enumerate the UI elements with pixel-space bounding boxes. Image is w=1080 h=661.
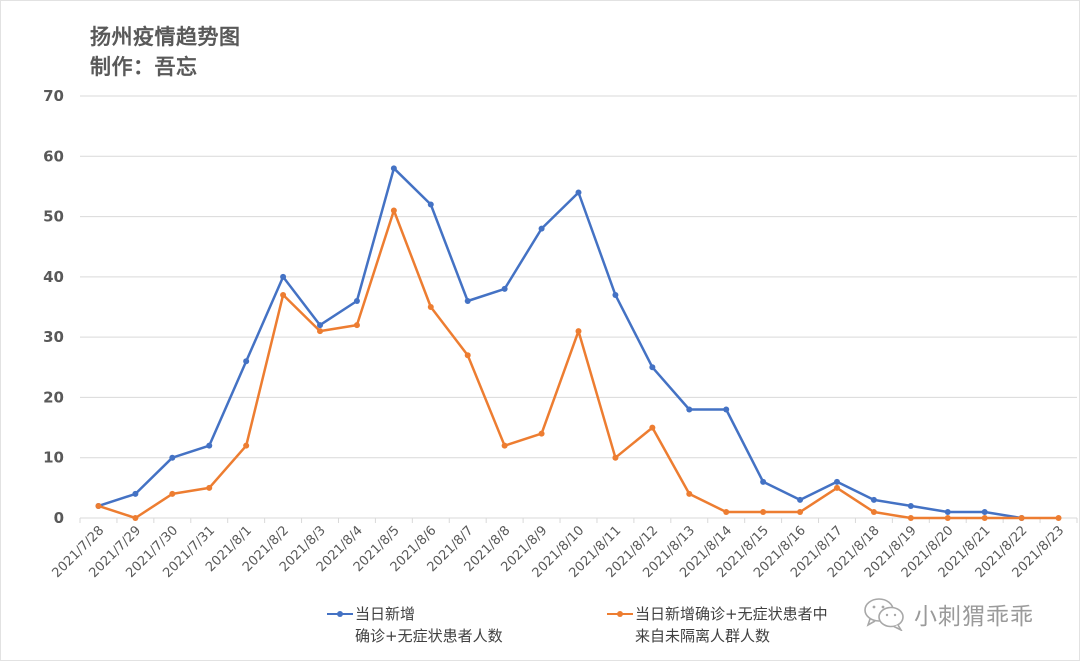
data-point[interactable] <box>353 322 360 329</box>
watermark-text: 小刺猬乖乖 <box>914 604 1034 630</box>
series-unquarantined-cases <box>95 207 1062 521</box>
data-point[interactable] <box>612 291 619 298</box>
data-point[interactable] <box>1018 515 1025 521</box>
watermark: 小刺猬乖乖 <box>862 594 1034 634</box>
data-point[interactable] <box>870 496 877 503</box>
data-point[interactable] <box>649 424 656 431</box>
data-point[interactable] <box>427 201 434 208</box>
legend-label-line2: 来自未隔离人群人数 <box>635 627 771 645</box>
data-point[interactable] <box>797 496 804 503</box>
series-line <box>98 209 1059 520</box>
gridlines <box>80 95 1077 519</box>
data-point[interactable] <box>243 358 250 365</box>
data-point[interactable] <box>612 454 619 461</box>
data-point[interactable] <box>317 328 324 335</box>
data-point[interactable] <box>501 442 508 449</box>
data-point[interactable] <box>317 322 324 329</box>
data-point[interactable] <box>464 297 471 304</box>
series-line <box>98 167 1022 520</box>
chart-author: 制作：吾忘 <box>90 55 198 79</box>
data-point[interactable] <box>760 478 767 485</box>
legend-label-line1: 当日新增 <box>355 605 416 623</box>
data-point[interactable] <box>870 508 877 515</box>
data-point[interactable] <box>575 189 582 196</box>
y-tick-label: 70 <box>43 87 64 105</box>
data-point[interactable] <box>833 484 840 491</box>
data-point[interactable] <box>575 328 582 335</box>
data-point[interactable] <box>390 165 397 172</box>
y-tick-label: 60 <box>43 147 64 165</box>
y-tick-label: 0 <box>54 509 64 527</box>
data-point[interactable] <box>464 352 471 359</box>
y-tick-label: 50 <box>43 208 64 226</box>
series-lines <box>95 165 1062 521</box>
data-point[interactable] <box>649 364 656 371</box>
data-point[interactable] <box>538 430 545 437</box>
chart-title-block: 扬州疫情趋势图 制作：吾忘 <box>90 22 241 82</box>
legend-label-line2: 确诊+无症状患者人数 <box>355 627 503 645</box>
wechat-icon <box>864 598 904 631</box>
y-tick-label: 20 <box>43 388 64 406</box>
data-point[interactable] <box>907 502 914 509</box>
data-point[interactable] <box>169 454 176 461</box>
data-point[interactable] <box>501 285 508 292</box>
data-point[interactable] <box>206 442 213 449</box>
data-point[interactable] <box>169 490 176 497</box>
data-point[interactable] <box>797 508 804 515</box>
data-point[interactable] <box>833 478 840 485</box>
data-point[interactable] <box>723 508 730 515</box>
data-point[interactable] <box>944 508 951 515</box>
data-point[interactable] <box>390 207 397 214</box>
data-point[interactable] <box>723 406 730 413</box>
y-tick-label: 10 <box>43 449 64 467</box>
data-point[interactable] <box>427 304 434 310</box>
data-point[interactable] <box>132 490 139 497</box>
data-point[interactable] <box>280 291 287 298</box>
y-axis: 0 10 20 30 40 50 60 70 <box>43 87 64 527</box>
data-point[interactable] <box>981 515 988 521</box>
data-point[interactable] <box>686 490 693 497</box>
data-point[interactable] <box>206 484 213 491</box>
line-chart: 0 10 20 30 40 50 60 70 2021/7/282021/7/292021/7… <box>43 87 1078 581</box>
data-point[interactable] <box>907 515 914 521</box>
data-point[interactable] <box>132 515 139 521</box>
x-axis: 2021/7/282021/7/292021/7/302021/7/312021… <box>50 518 1078 581</box>
y-tick-label: 40 <box>43 268 64 286</box>
data-point[interactable] <box>981 508 988 515</box>
data-point[interactable] <box>1055 515 1062 521</box>
y-tick-label: 30 <box>43 328 64 346</box>
data-point[interactable] <box>686 406 693 413</box>
data-point[interactable] <box>538 225 545 232</box>
data-point[interactable] <box>95 502 102 509</box>
data-point[interactable] <box>944 515 951 521</box>
chart-title: 扬州疫情趋势图 <box>90 25 241 49</box>
legend-orange-line-marker-icon <box>607 611 633 617</box>
series-total-new-cases <box>95 165 1025 521</box>
legend-label-line1: 当日新增确诊+无症状患者中 <box>635 605 828 623</box>
legend-blue-line-marker-icon <box>327 611 353 617</box>
data-point[interactable] <box>243 442 250 449</box>
data-point[interactable] <box>760 508 767 515</box>
data-point[interactable] <box>280 273 287 280</box>
data-point[interactable] <box>353 297 360 304</box>
